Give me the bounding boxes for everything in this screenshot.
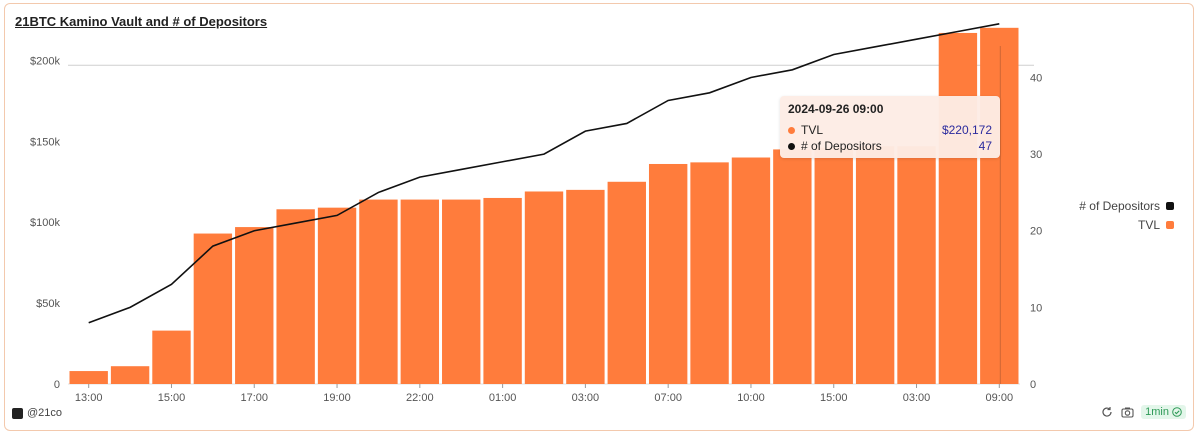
tooltip-value: $220,172 [941, 123, 992, 137]
legend-item-tvl[interactable]: TVL [1079, 215, 1174, 234]
tvl-bar [814, 147, 853, 384]
tooltip-value: 47 [978, 139, 992, 153]
tvl-bar [193, 233, 233, 384]
y-left-tick-label: $150k [30, 136, 60, 148]
legend-label: # of Depositors [1079, 198, 1160, 213]
tvl-bar [690, 162, 729, 384]
y-right-tick-label: 10 [1030, 302, 1042, 314]
y-left-tick-label: 0 [54, 379, 60, 391]
x-tick-label: 13:00 [75, 392, 103, 404]
author-link[interactable]: @21co [12, 407, 62, 419]
x-tick-label: 09:00 [986, 392, 1014, 404]
check-circle-icon [1172, 407, 1182, 417]
depositors-dot-icon [788, 142, 795, 150]
legend-label: TVL [1137, 217, 1160, 232]
chart-title[interactable]: 21BTC Kamino Vault and # of Depositors [15, 14, 268, 29]
tooltip-title: 2024-09-26 09:00 [788, 102, 884, 116]
tvl-bar [607, 181, 646, 384]
badge-label: 1min [1145, 406, 1169, 418]
x-tick-label: 10:00 [737, 392, 765, 404]
y-left-tick-label: $50k [36, 298, 60, 310]
tvl-bar [524, 191, 564, 384]
depositors-line [88, 23, 1000, 324]
x-tick-label: 01:00 [489, 392, 517, 404]
x-tick-label: 07:00 [654, 392, 682, 404]
tooltip-label: TVL [801, 123, 824, 137]
x-tick-label: 15:00 [158, 392, 186, 404]
tvl-bar [400, 199, 440, 384]
y-right-tick-label: 20 [1030, 226, 1042, 238]
camera-icon[interactable] [1121, 406, 1134, 418]
y-left-tick-label: $100k [30, 217, 60, 229]
legend-swatch-icon [1166, 201, 1174, 210]
tvl-bar [69, 371, 108, 384]
chart-tooltip: 2024-09-26 09:00 TVL $220,172 # of Depos… [780, 96, 1000, 158]
x-tick-label: 17:00 [240, 392, 268, 404]
author-label: @21co [27, 407, 63, 419]
tvl-bar [566, 189, 605, 384]
y-right-tick-label: 40 [1030, 72, 1042, 84]
x-tick-label: 15:00 [820, 392, 848, 404]
tvl-bar [110, 366, 150, 384]
tvl-dot-icon [788, 126, 795, 134]
tooltip-row-tvl: TVL $220,172 [788, 122, 992, 138]
tvl-bar [483, 197, 522, 384]
x-tick-label: 22:00 [406, 392, 434, 404]
x-tick-label: 19:00 [323, 392, 351, 404]
tvl-bar [980, 27, 1019, 384]
tvl-bar [648, 163, 688, 384]
footer-actions: 1min [1101, 405, 1186, 419]
tooltip-row-depositors: # of Depositors 47 [788, 138, 992, 154]
tooltip-label: # of Depositors [801, 139, 882, 153]
legend-swatch-icon [1166, 220, 1174, 229]
y-left-tick-label: $200k [30, 55, 60, 67]
tvl-bar [773, 149, 812, 384]
tvl-bar [317, 207, 357, 384]
refresh-badge: 1min [1141, 405, 1186, 419]
tvl-bar [235, 227, 274, 384]
chart-legend: # of Depositors TVL [1079, 196, 1174, 234]
tvl-bar [152, 330, 191, 384]
tvl-bar [855, 146, 895, 384]
refresh-icon[interactable] [1101, 406, 1113, 418]
dune-logo-icon [12, 407, 23, 419]
tvl-bar [359, 199, 398, 384]
x-tick-label: 03:00 [903, 392, 931, 404]
x-tick-label: 03:00 [572, 392, 600, 404]
y-right-tick-label: 0 [1030, 379, 1036, 391]
tvl-bar [731, 157, 771, 384]
tvl-bar [897, 146, 936, 384]
tvl-bar [442, 199, 481, 384]
tvl-bar [938, 32, 978, 384]
tvl-bar [276, 209, 315, 384]
legend-item-depositors[interactable]: # of Depositors [1079, 196, 1174, 215]
y-right-tick-label: 30 [1030, 149, 1042, 161]
